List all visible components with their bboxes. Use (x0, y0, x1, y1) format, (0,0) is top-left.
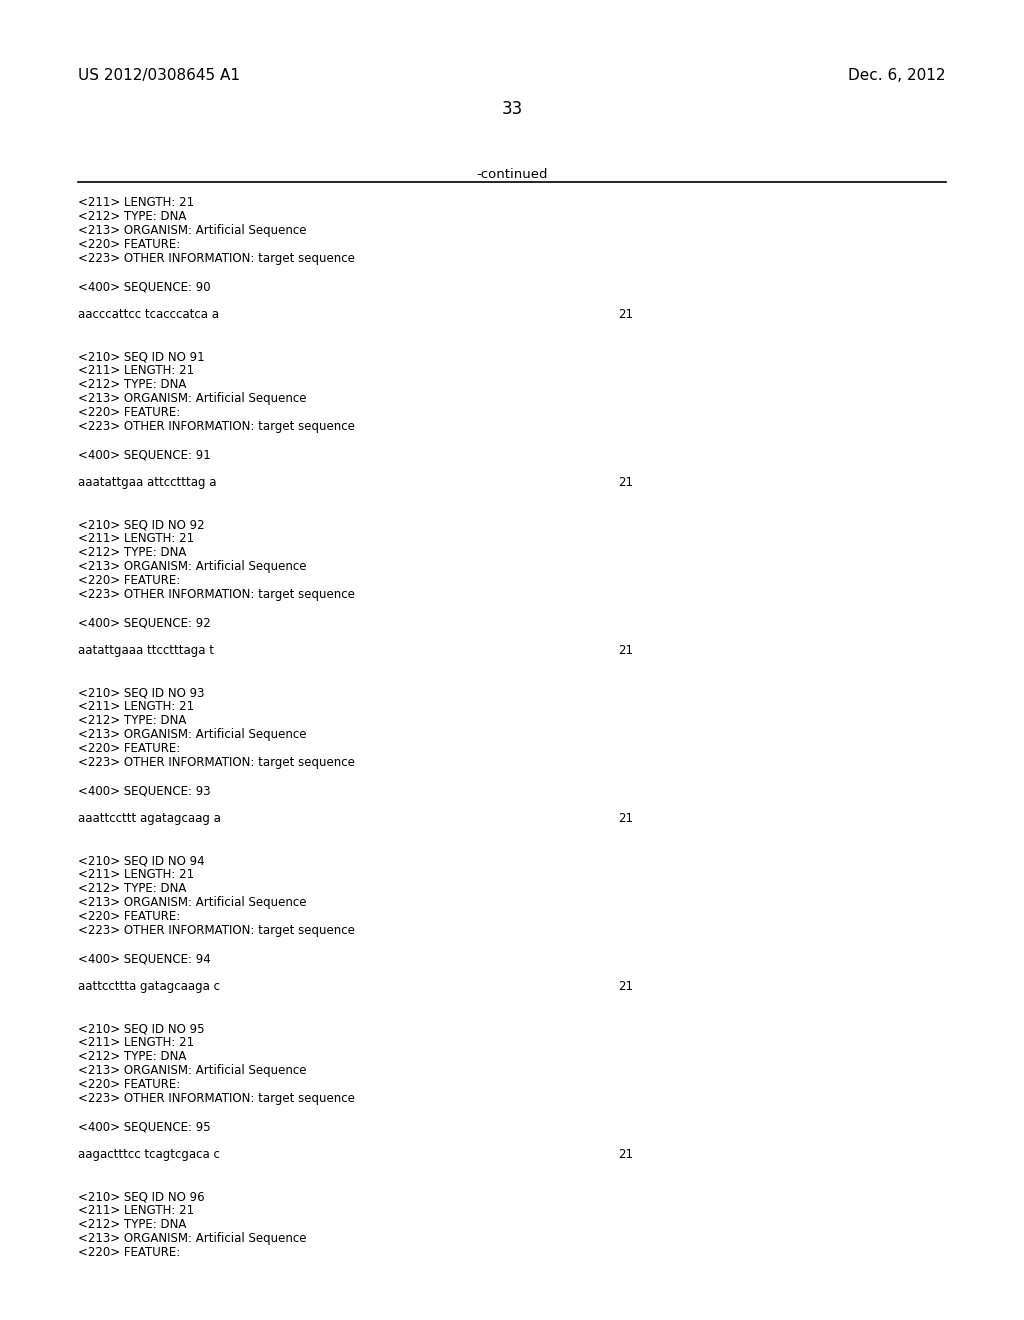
Text: <212> TYPE: DNA: <212> TYPE: DNA (78, 882, 186, 895)
Text: <212> TYPE: DNA: <212> TYPE: DNA (78, 546, 186, 558)
Text: <400> SEQUENCE: 93: <400> SEQUENCE: 93 (78, 784, 211, 797)
Text: <213> ORGANISM: Artificial Sequence: <213> ORGANISM: Artificial Sequence (78, 224, 306, 238)
Text: <211> LENGTH: 21: <211> LENGTH: 21 (78, 364, 195, 378)
Text: aatattgaaa ttcctttaga t: aatattgaaa ttcctttaga t (78, 644, 214, 657)
Text: <220> FEATURE:: <220> FEATURE: (78, 742, 180, 755)
Text: 21: 21 (618, 644, 633, 657)
Text: <220> FEATURE:: <220> FEATURE: (78, 574, 180, 587)
Text: <220> FEATURE:: <220> FEATURE: (78, 909, 180, 923)
Text: <211> LENGTH: 21: <211> LENGTH: 21 (78, 532, 195, 545)
Text: aagactttcc tcagtcgaca c: aagactttcc tcagtcgaca c (78, 1148, 220, 1162)
Text: <220> FEATURE:: <220> FEATURE: (78, 407, 180, 418)
Text: -continued: -continued (476, 168, 548, 181)
Text: <213> ORGANISM: Artificial Sequence: <213> ORGANISM: Artificial Sequence (78, 1232, 306, 1245)
Text: <213> ORGANISM: Artificial Sequence: <213> ORGANISM: Artificial Sequence (78, 896, 306, 909)
Text: <211> LENGTH: 21: <211> LENGTH: 21 (78, 869, 195, 880)
Text: <223> OTHER INFORMATION: target sequence: <223> OTHER INFORMATION: target sequence (78, 1092, 355, 1105)
Text: <212> TYPE: DNA: <212> TYPE: DNA (78, 210, 186, 223)
Text: <400> SEQUENCE: 92: <400> SEQUENCE: 92 (78, 616, 211, 630)
Text: <220> FEATURE:: <220> FEATURE: (78, 238, 180, 251)
Text: 21: 21 (618, 812, 633, 825)
Text: aattccttta gatagcaaga c: aattccttta gatagcaaga c (78, 979, 220, 993)
Text: aaatattgaa attcctttag a: aaatattgaa attcctttag a (78, 477, 216, 488)
Text: <211> LENGTH: 21: <211> LENGTH: 21 (78, 700, 195, 713)
Text: <223> OTHER INFORMATION: target sequence: <223> OTHER INFORMATION: target sequence (78, 587, 355, 601)
Text: 21: 21 (618, 1148, 633, 1162)
Text: <213> ORGANISM: Artificial Sequence: <213> ORGANISM: Artificial Sequence (78, 1064, 306, 1077)
Text: <211> LENGTH: 21: <211> LENGTH: 21 (78, 1204, 195, 1217)
Text: 33: 33 (502, 100, 522, 117)
Text: aaattccttt agatagcaag a: aaattccttt agatagcaag a (78, 812, 221, 825)
Text: <220> FEATURE:: <220> FEATURE: (78, 1246, 180, 1259)
Text: <400> SEQUENCE: 91: <400> SEQUENCE: 91 (78, 447, 211, 461)
Text: <400> SEQUENCE: 95: <400> SEQUENCE: 95 (78, 1119, 211, 1133)
Text: <210> SEQ ID NO 95: <210> SEQ ID NO 95 (78, 1022, 205, 1035)
Text: 21: 21 (618, 308, 633, 321)
Text: <220> FEATURE:: <220> FEATURE: (78, 1078, 180, 1092)
Text: 21: 21 (618, 979, 633, 993)
Text: <211> LENGTH: 21: <211> LENGTH: 21 (78, 195, 195, 209)
Text: <212> TYPE: DNA: <212> TYPE: DNA (78, 378, 186, 391)
Text: <213> ORGANISM: Artificial Sequence: <213> ORGANISM: Artificial Sequence (78, 729, 306, 741)
Text: 21: 21 (618, 477, 633, 488)
Text: <213> ORGANISM: Artificial Sequence: <213> ORGANISM: Artificial Sequence (78, 560, 306, 573)
Text: <212> TYPE: DNA: <212> TYPE: DNA (78, 1049, 186, 1063)
Text: <210> SEQ ID NO 91: <210> SEQ ID NO 91 (78, 350, 205, 363)
Text: <212> TYPE: DNA: <212> TYPE: DNA (78, 714, 186, 727)
Text: <400> SEQUENCE: 90: <400> SEQUENCE: 90 (78, 280, 211, 293)
Text: Dec. 6, 2012: Dec. 6, 2012 (849, 69, 946, 83)
Text: <210> SEQ ID NO 96: <210> SEQ ID NO 96 (78, 1191, 205, 1203)
Text: <223> OTHER INFORMATION: target sequence: <223> OTHER INFORMATION: target sequence (78, 420, 355, 433)
Text: <223> OTHER INFORMATION: target sequence: <223> OTHER INFORMATION: target sequence (78, 924, 355, 937)
Text: <212> TYPE: DNA: <212> TYPE: DNA (78, 1218, 186, 1232)
Text: <210> SEQ ID NO 92: <210> SEQ ID NO 92 (78, 517, 205, 531)
Text: <400> SEQUENCE: 94: <400> SEQUENCE: 94 (78, 952, 211, 965)
Text: US 2012/0308645 A1: US 2012/0308645 A1 (78, 69, 240, 83)
Text: <210> SEQ ID NO 94: <210> SEQ ID NO 94 (78, 854, 205, 867)
Text: <213> ORGANISM: Artificial Sequence: <213> ORGANISM: Artificial Sequence (78, 392, 306, 405)
Text: <210> SEQ ID NO 93: <210> SEQ ID NO 93 (78, 686, 205, 700)
Text: <223> OTHER INFORMATION: target sequence: <223> OTHER INFORMATION: target sequence (78, 756, 355, 770)
Text: <211> LENGTH: 21: <211> LENGTH: 21 (78, 1036, 195, 1049)
Text: aacccattcc tcacccatca a: aacccattcc tcacccatca a (78, 308, 219, 321)
Text: <223> OTHER INFORMATION: target sequence: <223> OTHER INFORMATION: target sequence (78, 252, 355, 265)
